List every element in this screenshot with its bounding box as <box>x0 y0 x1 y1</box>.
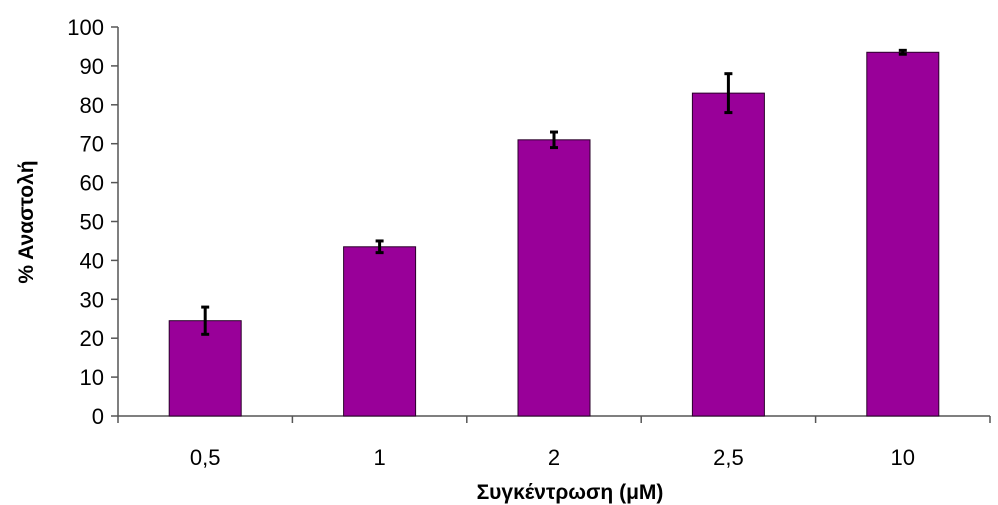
bar-2 <box>517 139 591 417</box>
x-tick-label: 0,5 <box>190 445 221 470</box>
y-tick-label: 100 <box>67 15 104 40</box>
x-tick-label: 2,5 <box>713 445 744 470</box>
y-tick-label: 60 <box>80 171 104 196</box>
bars-group <box>168 51 940 417</box>
x-tick-label: 1 <box>373 445 385 470</box>
y-tick-label: 90 <box>80 54 104 79</box>
error-bar <box>201 305 210 336</box>
x-axis-title: Συγκέντρωση (μM) <box>477 481 664 504</box>
bar-0-5 <box>168 320 242 417</box>
error-bars-group <box>201 48 907 336</box>
error-bar <box>898 48 907 56</box>
y-tick-label: 40 <box>80 248 104 273</box>
y-tick-label: 20 <box>80 326 104 351</box>
y-tick-label: 30 <box>80 287 104 312</box>
x-axis-ticks: 0,5 1 2 2,5 10 <box>117 416 991 470</box>
bar-1 <box>343 246 417 417</box>
error-bar <box>375 239 384 255</box>
bar-10 <box>866 51 940 417</box>
bar-2-5 <box>691 92 765 417</box>
x-tick-label: 10 <box>891 445 915 470</box>
y-tick-label: 10 <box>80 365 104 390</box>
error-bar <box>724 72 733 115</box>
y-tick-label: 0 <box>92 404 104 429</box>
x-tick-label: 2 <box>548 445 560 470</box>
y-axis-title: % Αναστολή <box>15 160 38 283</box>
y-tick-label: 50 <box>80 210 104 235</box>
y-tick-label: 70 <box>80 132 104 157</box>
y-tick-label: 80 <box>80 93 104 118</box>
error-bar <box>550 130 558 150</box>
y-axis-ticks: 0 10 20 30 40 50 60 70 80 90 100 <box>67 15 118 429</box>
